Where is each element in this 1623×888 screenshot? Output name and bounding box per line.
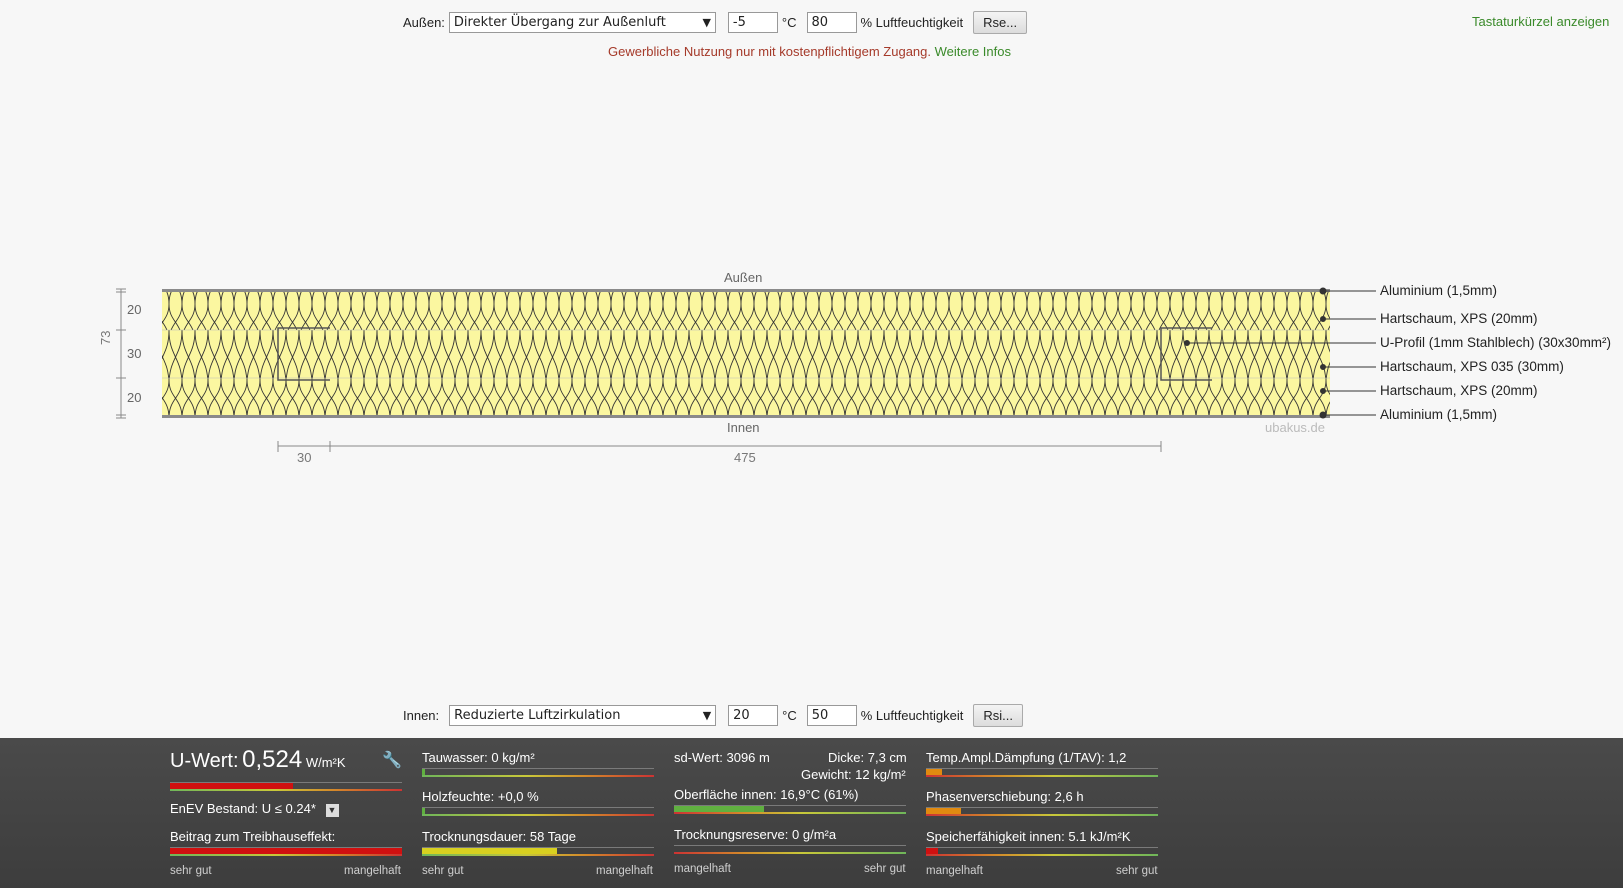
scale-bad-label: mangelhaft xyxy=(674,863,731,875)
watermark: ubakus.de xyxy=(1265,420,1325,435)
rse-button[interactable]: Rse... xyxy=(973,11,1028,34)
enev-dropdown-icon[interactable]: ▼ xyxy=(325,804,339,817)
u-value-bar xyxy=(170,782,402,791)
heat-storage-bar-fill xyxy=(926,848,938,854)
u-value-bar-fill xyxy=(170,783,293,789)
u-value-readout: U-Wert: 0,524 W/m²K xyxy=(170,746,346,774)
layer-dim-3: 20 xyxy=(127,390,142,405)
u-value-unit: W/m²K xyxy=(305,755,346,770)
chevron-down-icon: ▼ xyxy=(702,709,712,722)
more-info-link[interactable]: Weitere Infos xyxy=(934,44,1011,59)
thickness-label: Dicke: 7,3 cm xyxy=(828,750,907,765)
scale-bad-label: mangelhaft xyxy=(344,865,401,877)
outside-temp-input[interactable]: -5 xyxy=(727,12,778,33)
trocknungsdauer-bar xyxy=(422,847,654,856)
outside-humidity-label: % Luftfeuchtigkeit xyxy=(860,15,964,30)
holzfeuchte-label: Holzfeuchte: +0,0 % xyxy=(422,789,539,804)
scale-bad-label: mangelhaft xyxy=(596,865,653,877)
layer-label-xps-bottom[interactable]: Hartschaum, XPS (20mm) xyxy=(1380,383,1538,398)
profile-spacing-label: 475 xyxy=(734,450,756,465)
wall-construction-diagram xyxy=(116,287,1376,452)
aluminium-top-layer xyxy=(162,289,1330,292)
inside-circulation-select[interactable]: Reduzierte Luftzirkulation ▼ xyxy=(449,705,717,726)
greenhouse-bar xyxy=(170,847,402,856)
inside-select-value: Reduzierte Luftzirkulation xyxy=(454,708,621,723)
inside-side-label: Innen xyxy=(727,420,760,435)
heat-storage-bar xyxy=(926,847,1158,856)
layer-dim-2: 30 xyxy=(127,346,142,361)
results-panel: U-Wert: 0,524 W/m²K 🔧 EnEV Bestand: U ≤ … xyxy=(0,738,1623,888)
layer-label-aluminium-top[interactable]: Aluminium (1,5mm) xyxy=(1380,283,1498,298)
outside-temp-unit: °C xyxy=(781,15,797,30)
surface-temp-bar xyxy=(674,805,906,814)
scale-good-label: sehr gut xyxy=(1116,865,1158,877)
outside-label: Außen: xyxy=(403,15,445,30)
total-thickness-label: 73 xyxy=(98,330,113,345)
aluminium-bottom-layer xyxy=(162,415,1330,418)
heat-storage-label: Speicherfähigkeit innen: 5.1 kJ/m²K xyxy=(926,829,1131,844)
outside-controls: Außen: Direkter Übergang zur Außenluft ▼… xyxy=(403,11,1028,34)
layer-label-aluminium-bottom[interactable]: Aluminium (1,5mm) xyxy=(1380,407,1498,422)
scale-bad-label: mangelhaft xyxy=(926,865,983,877)
layer-label-xps-top[interactable]: Hartschaum, XPS (20mm) xyxy=(1380,311,1538,326)
layer-dim-1: 20 xyxy=(127,302,142,317)
holzfeuchte-bar xyxy=(422,807,654,816)
notice-text: Gewerbliche Nutzung nur mit kostenpflich… xyxy=(608,44,931,59)
scale-good-label: sehr gut xyxy=(170,865,212,877)
enev-label: EnEV Bestand: U ≤ 0.24* ▼ xyxy=(170,801,339,817)
xps-035-middle-layer xyxy=(162,330,1330,378)
rsi-button[interactable]: Rsi... xyxy=(973,704,1023,727)
outside-humidity-input[interactable]: 80 xyxy=(806,12,857,33)
surface-temp-label: Oberfläche innen: 16,9°C (61%) xyxy=(674,787,859,802)
phase-shift-label: Phasenverschiebung: 2,6 h xyxy=(926,789,1084,804)
tauwasser-bar xyxy=(422,768,654,777)
outside-transition-select[interactable]: Direkter Übergang zur Außenluft ▼ xyxy=(448,12,716,33)
drying-reserve-bar xyxy=(674,845,906,854)
scale-good-label: sehr gut xyxy=(864,863,906,875)
width-dimension xyxy=(277,441,1162,452)
layer-label-u-profile[interactable]: U-Profil (1mm Stahlblech) (30x30mm²) xyxy=(1380,335,1612,350)
commercial-notice: Gewerbliche Nutzung nur mit kostenpflich… xyxy=(608,44,1011,59)
u-profile-right xyxy=(1160,327,1212,381)
trocknungsdauer-label: Trocknungsdauer: 58 Tage xyxy=(422,829,576,844)
drying-reserve-label: Trocknungsreserve: 0 g/m²a xyxy=(674,827,837,842)
layer-leaders xyxy=(1184,287,1376,419)
greenhouse-bar-fill xyxy=(170,848,402,854)
tauwasser-bar-fill xyxy=(422,769,425,775)
trocknungsdauer-bar-fill xyxy=(422,848,557,854)
inside-humidity-label: % Luftfeuchtigkeit xyxy=(860,708,964,723)
sd-value-label: sd-Wert: 3096 m xyxy=(674,750,770,765)
inside-humidity-input[interactable]: 50 xyxy=(806,705,857,726)
inside-temp-unit: °C xyxy=(782,708,797,723)
inside-controls: Innen: Reduzierte Luftzirkulation ▼ 20 °… xyxy=(403,704,1023,727)
xps-bottom-layer xyxy=(162,378,1330,416)
outside-side-label: Außen xyxy=(724,270,763,285)
temp-amplitude-bar-fill xyxy=(926,769,943,775)
inside-label: Innen: xyxy=(403,708,440,723)
temp-amplitude-label: Temp.Ampl.Dämpfung (1/TAV): 1,2 xyxy=(926,750,1127,765)
tauwasser-label: Tauwasser: 0 kg/m² xyxy=(422,750,535,765)
wrench-icon[interactable]: 🔧 xyxy=(382,752,402,769)
u-profile-left xyxy=(277,327,330,381)
u-value-label: U-Wert: xyxy=(170,750,239,772)
thickness-dimension xyxy=(116,288,126,419)
phase-shift-bar-fill xyxy=(926,808,961,814)
phase-shift-bar xyxy=(926,807,1158,816)
inside-temp-input[interactable]: 20 xyxy=(728,705,779,726)
shortcuts-link[interactable]: Tastaturkürzel anzeigen xyxy=(1472,14,1610,29)
enev-text: EnEV Bestand: U ≤ 0.24* xyxy=(170,801,316,816)
chevron-down-icon: ▼ xyxy=(702,16,711,29)
xps-top-layer xyxy=(162,292,1330,330)
surface-temp-bar-fill xyxy=(674,806,765,812)
layer-label-xps-035[interactable]: Hartschaum, XPS 035 (30mm) xyxy=(1380,359,1564,374)
greenhouse-label: Beitrag zum Treibhauseffekt: xyxy=(170,829,336,844)
u-value: 0,524 xyxy=(242,746,303,773)
scale-good-label: sehr gut xyxy=(422,865,464,877)
temp-amplitude-bar xyxy=(926,768,1158,777)
weight-label: Gewicht: 12 kg/m² xyxy=(801,767,906,782)
outside-select-value: Direkter Übergang zur Außenluft xyxy=(453,15,666,30)
holzfeuchte-bar-fill xyxy=(422,808,425,814)
profile-width-label: 30 xyxy=(297,450,312,465)
